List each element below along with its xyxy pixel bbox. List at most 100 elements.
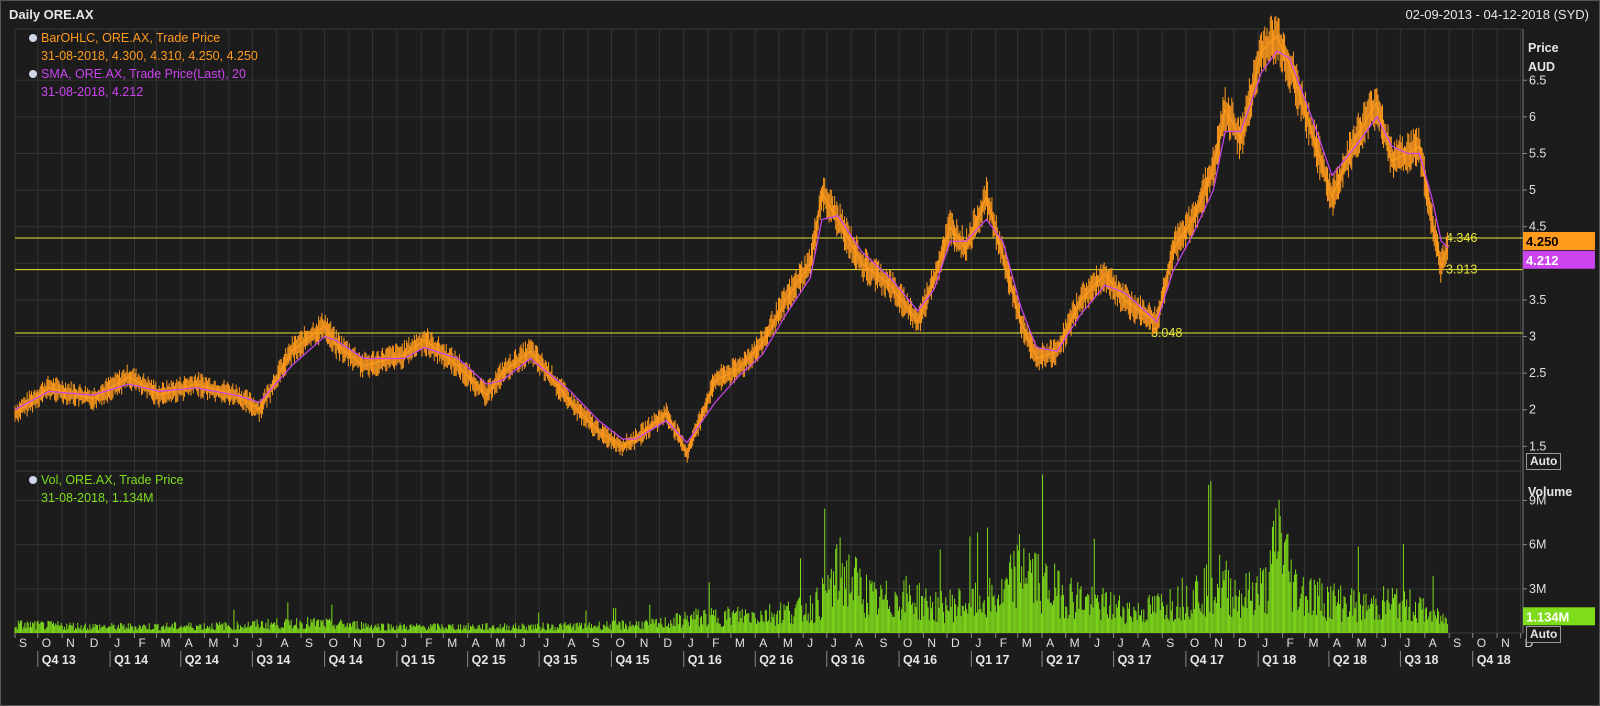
level-label: 3.913 [1446, 263, 1477, 277]
month-tick-label: D [377, 636, 386, 650]
month-tick-label: A [1429, 636, 1437, 650]
volume-series [14, 474, 1448, 633]
quarter-tick-label: Q3 17 [1118, 653, 1152, 667]
date-range: 02-09-2013 - 04-12-2018 (SYD) [1405, 7, 1589, 22]
month-tick-label: J [1118, 636, 1124, 650]
month-tick-label: F [138, 636, 145, 650]
quarter-tick-label: Q4 17 [1190, 653, 1224, 667]
last-sma-tag: 4.212 [1526, 253, 1559, 268]
quarter-tick-label: Q4 16 [903, 653, 937, 667]
price-tick-label: 6 [1529, 110, 1536, 124]
month-tick-label: A [855, 636, 863, 650]
price-axis-title: Price [1528, 41, 1559, 55]
quarter-tick-label: Q4 18 [1477, 653, 1511, 667]
month-tick-label: N [353, 636, 362, 650]
month-tick-label: J [1381, 636, 1387, 650]
price-tick-label: 6.5 [1529, 73, 1546, 87]
level-label: 3.048 [1151, 326, 1182, 340]
month-tick-label: O [1190, 636, 1199, 650]
month-tick-label: J [831, 636, 837, 650]
price-tick-label: 4.5 [1529, 220, 1546, 234]
month-tick-label: M [735, 636, 745, 650]
price-tick-label: 5.5 [1529, 146, 1546, 160]
last-price-tag-bg [1523, 232, 1595, 250]
volume-tick-label: 9M [1529, 493, 1546, 507]
price-tick-label: 1.5 [1529, 439, 1546, 453]
month-tick-label: M [495, 636, 505, 650]
month-tick-label: F [1000, 636, 1007, 650]
legend-toggle-icon[interactable] [29, 34, 37, 42]
month-tick-label: F [712, 636, 719, 650]
price-tick-label: 2 [1529, 403, 1536, 417]
month-tick-label: M [1309, 636, 1319, 650]
quarter-tick-label: Q3 15 [543, 653, 577, 667]
month-tick-label: M [208, 636, 218, 650]
price-tick-label: 2.5 [1529, 366, 1546, 380]
month-tick-label: D [1238, 636, 1247, 650]
sma-legend-name: SMA, ORE.AX, Trade Price(Last), 20 [41, 67, 246, 81]
month-tick-label: A [472, 636, 480, 650]
month-tick-label: J [1404, 636, 1410, 650]
month-tick-label: A [1333, 636, 1341, 650]
month-tick-label: S [19, 636, 27, 650]
quarter-tick-label: Q4 13 [42, 653, 76, 667]
price-tick-label: 3.5 [1529, 293, 1546, 307]
month-tick-label: S [1453, 636, 1461, 650]
quarter-tick-label: Q4 14 [329, 653, 363, 667]
month-tick-label: O [903, 636, 912, 650]
last-volume-tag: 1.134M [1526, 609, 1569, 624]
volume-legend: Vol, ORE.AX, Trade Price 31-08-2018, 1.1… [29, 471, 183, 507]
quarter-tick-label: Q3 14 [256, 653, 290, 667]
month-tick-label: D [90, 636, 99, 650]
month-tick-label: M [447, 636, 457, 650]
price-tick-label: 5 [1529, 183, 1536, 197]
quarter-tick-label: Q2 15 [472, 653, 506, 667]
chart-title: Daily ORE.AX [9, 7, 94, 22]
quarter-tick-label: Q1 18 [1262, 653, 1296, 667]
price-auto-scale-button[interactable]: Auto [1526, 453, 1562, 470]
month-tick-label: N [640, 636, 649, 650]
quarter-tick-label: Q3 18 [1404, 653, 1438, 667]
ohlc-legend-name: BarOHLC, ORE.AX, Trade Price [41, 31, 221, 45]
month-tick-label: D [663, 636, 672, 650]
level-label: 4.346 [1446, 231, 1477, 245]
month-tick-label: S [1166, 636, 1174, 650]
month-tick-label: A [759, 636, 767, 650]
vol-legend-row[interactable]: Vol, ORE.AX, Trade Price [29, 471, 183, 489]
month-tick-label: M [783, 636, 793, 650]
month-tick-label: J [807, 636, 813, 650]
quarter-tick-label: Q1 17 [975, 653, 1009, 667]
month-tick-label: N [66, 636, 75, 650]
month-tick-label: D [951, 636, 960, 650]
legend-toggle-icon[interactable] [29, 476, 37, 484]
legend-toggle-icon[interactable] [29, 70, 37, 78]
quarter-tick-label: Q1 15 [401, 653, 435, 667]
month-tick-label: J [543, 636, 549, 650]
month-tick-label: O [1477, 636, 1486, 650]
month-tick-label: J [1094, 636, 1100, 650]
month-tick-label: S [305, 636, 313, 650]
quarter-tick-label: Q4 15 [615, 653, 649, 667]
month-tick-label: M [160, 636, 170, 650]
sma-series [14, 50, 1449, 444]
month-tick-label: S [879, 636, 887, 650]
vol-legend-values: 31-08-2018, 1.134M [41, 491, 154, 505]
month-tick-label: N [1214, 636, 1223, 650]
quarter-tick-label: Q3 16 [831, 653, 865, 667]
price-tick-label: 3 [1529, 330, 1536, 344]
quarter-tick-label: Q1 14 [114, 653, 148, 667]
month-tick-label: M [1356, 636, 1366, 650]
month-tick-label: N [927, 636, 936, 650]
month-tick-label: J [401, 636, 407, 650]
sma-legend-row[interactable]: SMA, ORE.AX, Trade Price(Last), 20 [29, 65, 258, 83]
sma-line [14, 50, 1449, 444]
month-tick-label: O [329, 636, 338, 650]
month-tick-label: N [1501, 636, 1510, 650]
ohlc-legend-row[interactable]: BarOHLC, ORE.AX, Trade Price [29, 29, 258, 47]
month-tick-label: M [1022, 636, 1032, 650]
month-tick-label: A [568, 636, 576, 650]
volume-auto-scale-button[interactable]: Auto [1526, 626, 1562, 643]
